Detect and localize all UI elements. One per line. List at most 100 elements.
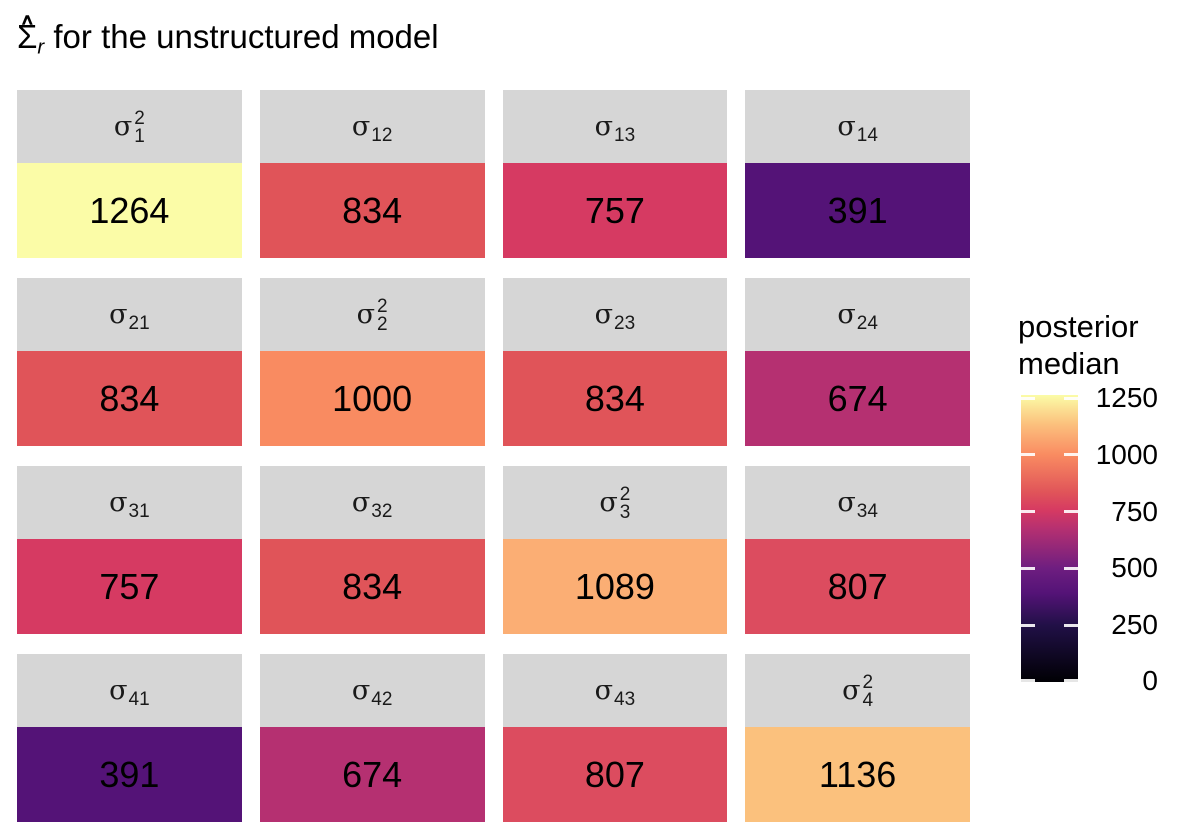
heatmap-tile: 1000 [259, 351, 485, 446]
sigma-glyph: σ [113, 111, 133, 142]
facet-sigma-1-1: σ 2 1 1264 [17, 90, 242, 258]
facet-sigma-4-2: σ 42 674 [259, 654, 485, 822]
heatmap-tile: 391 [17, 727, 242, 822]
facet-sigma-3-4: σ 34 807 [745, 466, 970, 634]
colorbar-tick [1064, 679, 1078, 682]
sigma-glyph: σ [351, 487, 371, 518]
facet-sigma-1-4: σ 14 391 [745, 90, 970, 258]
colorbar-tick [1021, 623, 1035, 627]
facet-sigma-2-4: σ 24 674 [745, 278, 970, 446]
heatmap-tile: 1264 [17, 163, 242, 258]
sigma-glyph: σ [351, 675, 371, 706]
tile-value: 1089 [574, 565, 655, 607]
sigma-glyph: σ [599, 487, 618, 518]
heatmap-tile: 834 [259, 539, 485, 634]
tile-value: 834 [99, 377, 160, 419]
facet-strip-label: σ 31 [17, 466, 242, 539]
legend-tick-label: 1250 [1095, 382, 1158, 414]
heatmap-tile: 674 [259, 727, 485, 822]
legend-colorbar [1021, 395, 1078, 682]
sigma-subscript: 31 [128, 501, 150, 522]
sigma-subscript: 12 [371, 125, 393, 146]
heatmap-tile: 757 [502, 163, 728, 258]
sigma-subscript: 21 [128, 313, 150, 334]
heatmap-tile: 674 [745, 351, 970, 446]
sigma-subscript: 43 [614, 689, 636, 710]
sigma-glyph: σ [351, 111, 371, 142]
colorbar-tick [1064, 510, 1078, 514]
tile-value: 1136 [818, 753, 897, 795]
heatmap-tile: 834 [259, 163, 485, 258]
legend-tick-label: 250 [1111, 609, 1158, 641]
legend-tick-labels: 1250 1000 750 500 250 0 [1088, 383, 1158, 695]
heatmap-tile: 391 [745, 163, 970, 258]
sigma-subscript: 34 [856, 501, 878, 522]
facet-sigma-2-3: σ 23 834 [502, 278, 728, 446]
legend-title: posterior median [1018, 309, 1139, 381]
sigma-glyph: σ [837, 111, 856, 142]
colorbar-tick [1021, 566, 1035, 570]
tile-value: 674 [827, 377, 888, 419]
colorbar-tick [1021, 396, 1035, 400]
legend-tick-label: 750 [1111, 495, 1158, 527]
sigma-glyph: σ [109, 675, 128, 706]
title-subscript: r [37, 35, 45, 59]
sigma-subscript: 42 [371, 689, 393, 710]
heatmap-tile: 807 [745, 539, 970, 634]
heatmap-tile: 757 [17, 539, 242, 634]
plot-title: ∧ Σr for the unstructured model [17, 11, 439, 60]
sigma-glyph: σ [837, 299, 856, 330]
sigma-subscript: 14 [856, 125, 878, 146]
title-text: for the unstructured model [44, 18, 439, 55]
tile-value: 834 [584, 377, 645, 419]
sigma-symbol: ∧ Σ [17, 11, 38, 55]
facet-sigma-4-3: σ 43 807 [502, 654, 728, 822]
facet-strip-label: σ 14 [745, 90, 970, 163]
legend-tick-label: 0 [1142, 664, 1158, 696]
facet-sigma-3-1: σ 31 757 [17, 466, 242, 634]
facet-grid: σ 2 1 1264 σ 12 834 σ 13 757 σ 14 391 σ 21 834 σ 2 2 1000 σ 2… [17, 90, 970, 822]
sigma-subscript: 41 [128, 689, 150, 710]
facet-strip-label: σ 43 [502, 654, 728, 727]
colorbar-tick [1064, 623, 1078, 627]
sigma-glyph: σ [842, 675, 861, 706]
facet-sigma-4-1: σ 41 391 [17, 654, 242, 822]
sigma-subscript: 13 [614, 125, 636, 146]
facet-sigma-1-2: σ 12 834 [259, 90, 485, 258]
sigma-glyph: σ [594, 111, 614, 142]
tile-value: 1000 [332, 377, 413, 419]
colorbar-tick [1064, 566, 1078, 570]
tile-value: 807 [584, 753, 645, 795]
heatmap-tile: 834 [502, 351, 728, 446]
sigma-glyph: σ [594, 299, 614, 330]
facet-sigma-1-3: σ 13 757 [502, 90, 728, 258]
sigma-glyph: σ [356, 299, 376, 330]
tile-value: 834 [342, 189, 403, 231]
colorbar-tick [1021, 453, 1035, 457]
heatmap-tile: 834 [17, 351, 242, 446]
legend-tick-label: 1000 [1095, 438, 1158, 470]
facet-sigma-4-4: σ 2 4 1136 [745, 654, 970, 822]
legend-tick-label: 500 [1111, 552, 1158, 584]
tile-value: 807 [827, 565, 888, 607]
tile-value: 757 [99, 565, 160, 607]
facet-strip-label: σ 32 [259, 466, 485, 539]
facet-strip-label: σ 34 [745, 466, 970, 539]
facet-strip-label: σ 41 [17, 654, 242, 727]
sigma-glyph: σ [109, 487, 128, 518]
tile-value: 391 [827, 189, 888, 231]
heatmap-tile: 1089 [502, 539, 728, 634]
heatmap-tile: 1136 [745, 727, 970, 822]
colorbar-tick [1021, 679, 1035, 682]
sigma-glyph: σ [109, 299, 128, 330]
facet-strip-label: σ 42 [259, 654, 485, 727]
